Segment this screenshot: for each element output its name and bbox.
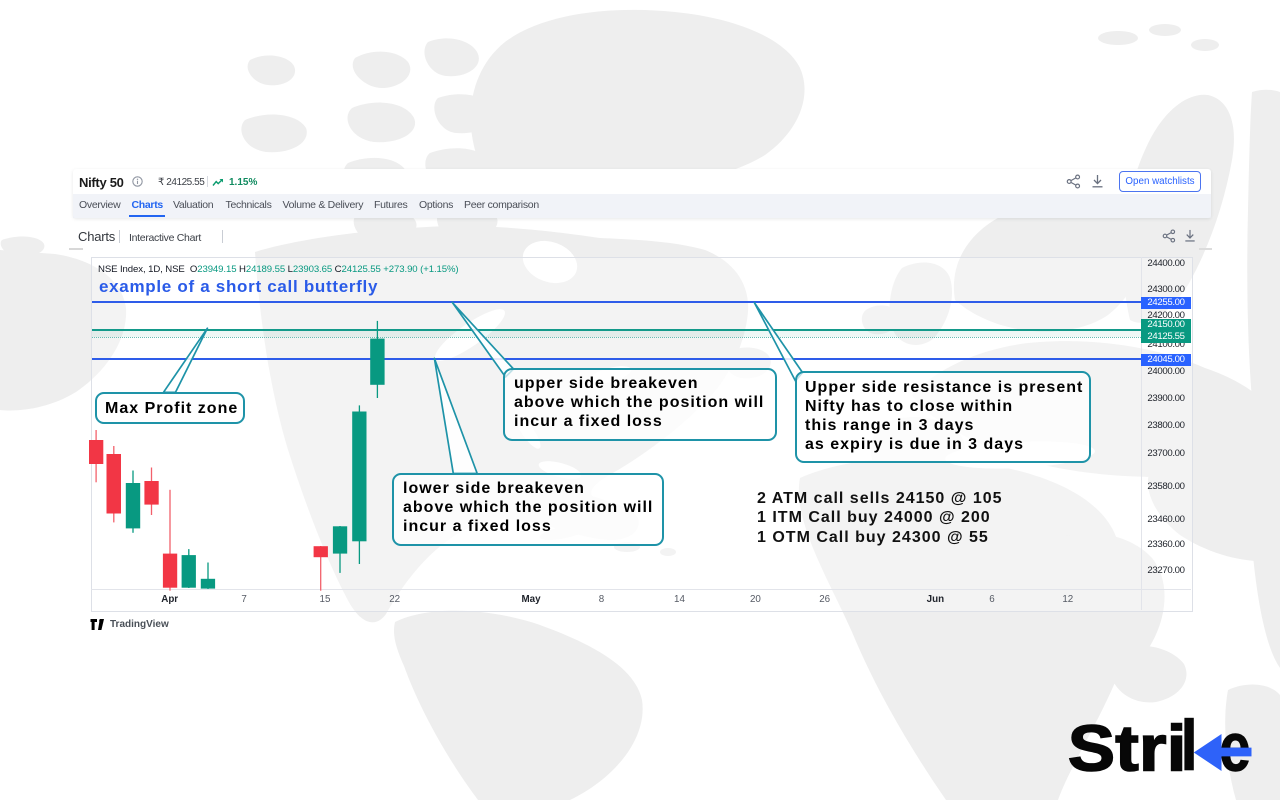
svg-text:Stri: Stri	[1068, 713, 1187, 775]
svg-text:e: e	[1220, 713, 1251, 775]
